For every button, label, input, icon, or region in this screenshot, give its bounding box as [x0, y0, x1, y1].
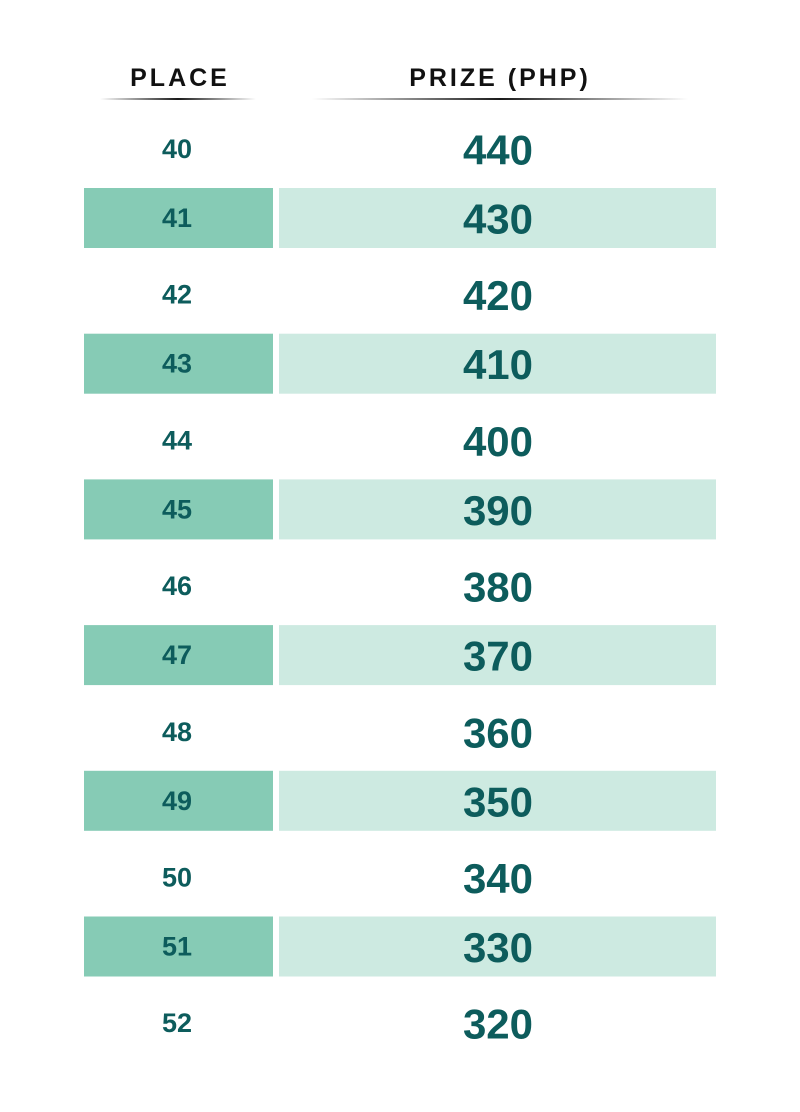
place-cell: 45 — [162, 494, 192, 524]
prize-cell: 320 — [463, 1001, 533, 1048]
place-cell: 40 — [162, 134, 192, 164]
place-cell: 48 — [162, 717, 192, 747]
place-cell: 47 — [162, 640, 192, 670]
place-cell: 49 — [162, 786, 192, 816]
place-cell: 44 — [162, 425, 192, 455]
prize-cell: 340 — [463, 855, 533, 902]
row-band — [84, 479, 273, 540]
place-cell: 46 — [162, 571, 192, 601]
row-band — [84, 333, 273, 394]
prize-cell: 420 — [463, 272, 533, 319]
row-band — [279, 333, 716, 394]
place-cell: 51 — [162, 932, 192, 962]
prize-cell: 410 — [463, 341, 533, 388]
prize-cell: 440 — [463, 127, 533, 174]
row-band — [279, 188, 716, 248]
row-band — [84, 625, 273, 686]
row-band — [84, 770, 273, 831]
prize-cell: 360 — [463, 709, 533, 756]
place-cell: 50 — [162, 863, 192, 893]
prize-cell: 390 — [463, 487, 533, 534]
place-cell: 52 — [162, 1008, 192, 1038]
place-cell: 43 — [162, 349, 192, 379]
column-header: PRIZE (PHP) — [409, 64, 591, 92]
prize-cell: 350 — [463, 778, 533, 825]
prize-cell: 380 — [463, 564, 533, 611]
row-band — [279, 916, 716, 977]
prize-cell: 400 — [463, 418, 533, 465]
place-cell: 41 — [162, 203, 192, 233]
prize-cell: 370 — [463, 633, 533, 680]
row-band — [84, 916, 273, 977]
header-underline — [312, 98, 688, 100]
row-band — [279, 625, 716, 686]
row-band — [84, 188, 273, 248]
row-band — [279, 479, 716, 540]
prize-cell: 330 — [463, 924, 533, 971]
column-header: PLACE — [130, 64, 230, 92]
place-cell: 42 — [162, 280, 192, 310]
header-underline — [100, 98, 256, 100]
prize-cell: 430 — [463, 196, 533, 243]
row-band — [279, 770, 716, 831]
